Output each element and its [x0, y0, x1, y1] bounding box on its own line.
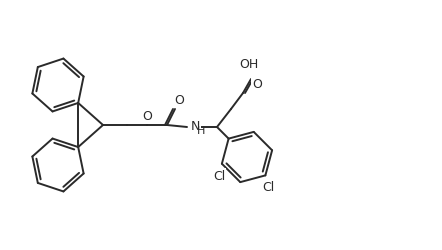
- Text: N: N: [191, 120, 200, 134]
- Text: H: H: [197, 126, 205, 136]
- Text: Cl: Cl: [213, 170, 225, 183]
- Text: Cl: Cl: [262, 182, 274, 194]
- Text: O: O: [174, 94, 184, 107]
- Text: OH: OH: [240, 58, 259, 71]
- Text: O: O: [252, 78, 262, 92]
- Text: O: O: [142, 110, 152, 123]
